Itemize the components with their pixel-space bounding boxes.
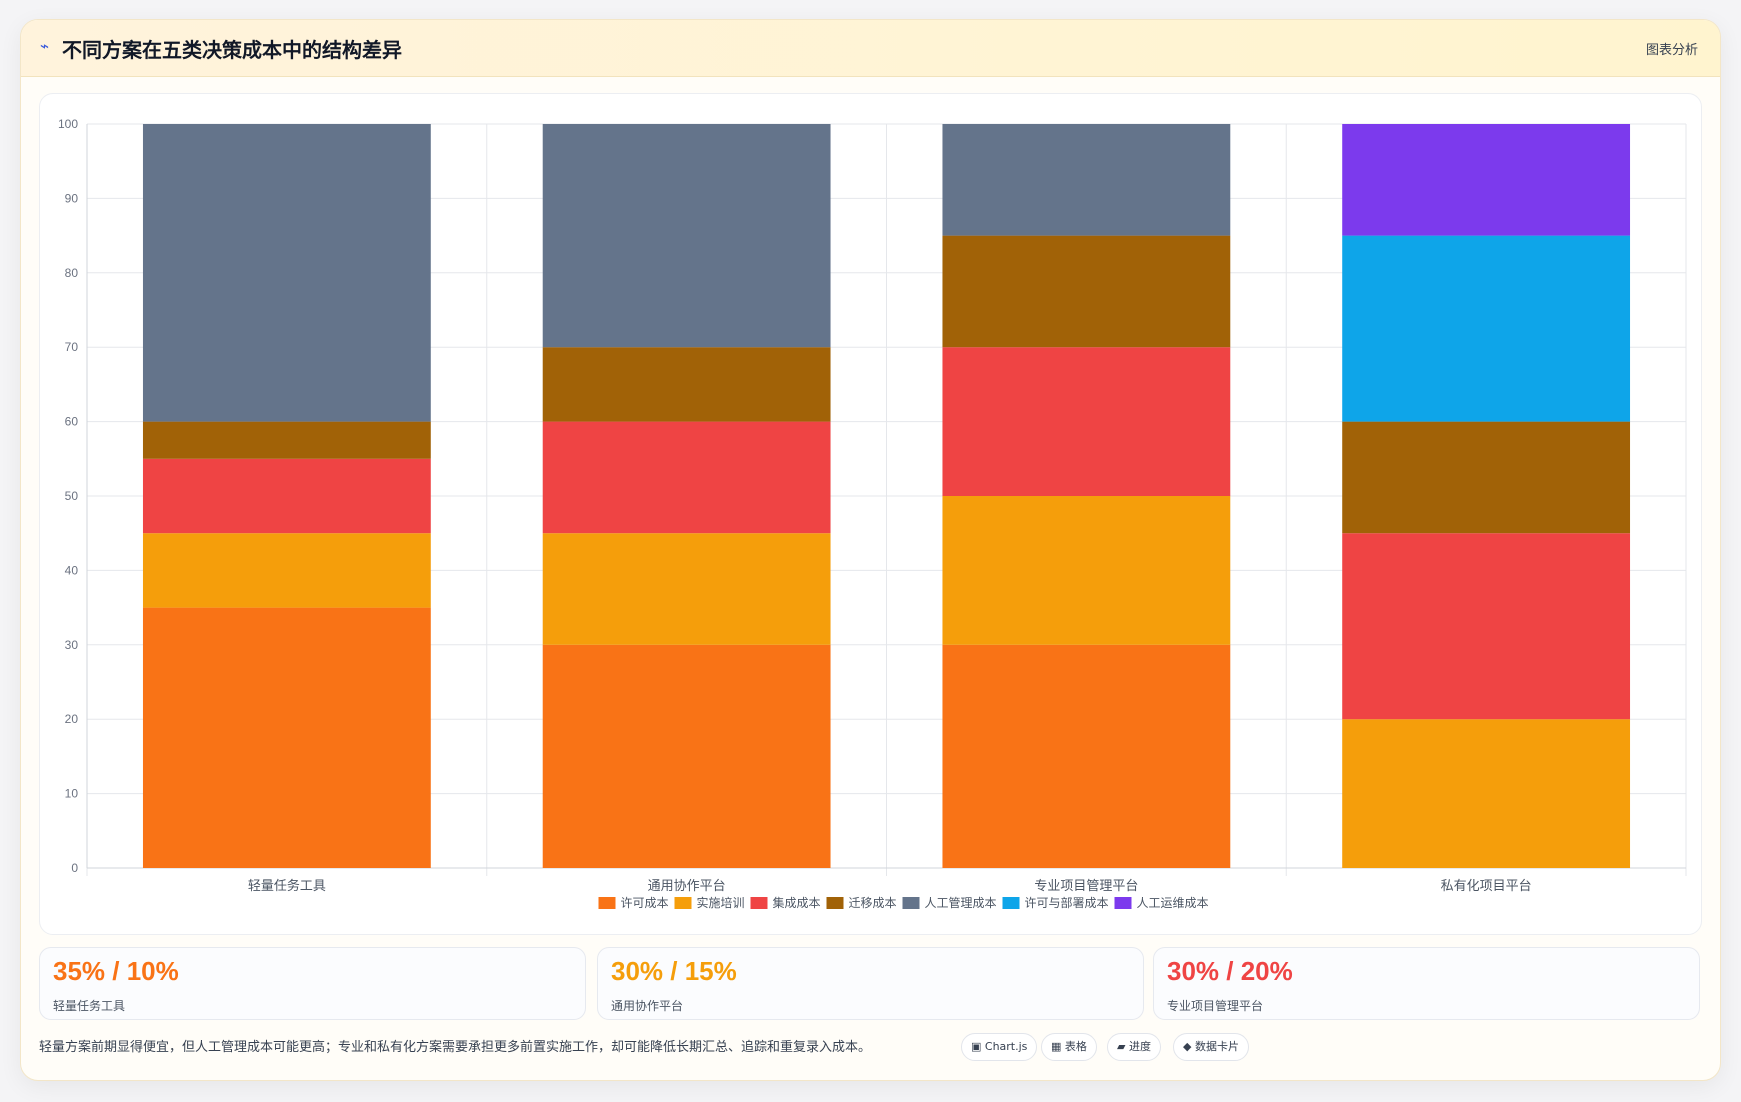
legend-swatch bbox=[750, 897, 768, 909]
bar-segment bbox=[142, 607, 431, 868]
x-tick-label: 通用协作平台 bbox=[648, 879, 726, 894]
x-tick-label: 专业项目管理平台 bbox=[1034, 879, 1138, 894]
bar-segment bbox=[142, 458, 431, 534]
bar-segment bbox=[542, 124, 831, 348]
chart-analysis-button[interactable]: 图表分析 bbox=[1645, 43, 1698, 58]
y-tick-label: 0 bbox=[71, 861, 78, 875]
stat-cards: 35% / 10% 轻量任务工具 30% / 15% 通用协作平台 30% / … bbox=[39, 947, 1700, 1020]
legend-label: 实施培训 bbox=[697, 895, 745, 910]
chip-progress[interactable]: ▰ 进度 bbox=[1107, 1033, 1161, 1061]
stat-label: 通用协作平台 bbox=[611, 999, 684, 1013]
y-tick-label: 100 bbox=[58, 117, 78, 131]
bar-segment bbox=[142, 124, 431, 422]
legend-label: 许可成本 bbox=[621, 896, 669, 910]
bar-segment bbox=[942, 124, 1231, 236]
chart-title: 不同方案在五类决策成本中的结构差异 bbox=[62, 38, 402, 62]
bar-segment bbox=[1342, 421, 1631, 534]
legend-label: 集成成本 bbox=[773, 895, 821, 910]
stat-value: 30% / 15% bbox=[611, 956, 737, 986]
y-tick-label: 30 bbox=[65, 638, 79, 652]
legend-swatch bbox=[902, 897, 920, 909]
bar-segment bbox=[542, 347, 831, 422]
bar-segment bbox=[542, 533, 831, 645]
y-tick-label: 20 bbox=[65, 712, 79, 726]
bar-segment bbox=[542, 644, 831, 868]
chart-area: 0 10 20 30 40 50 60 70 80 90 100 轻量任务工具 通用协作平台 专业项目管理… bbox=[39, 93, 1702, 935]
y-tick-label: 80 bbox=[65, 266, 79, 280]
stat-value: 35% / 10% bbox=[53, 956, 179, 986]
bar-segment bbox=[942, 235, 1231, 348]
legend-label: 人工管理成本 bbox=[925, 895, 997, 910]
stat-label: 专业项目管理平台 bbox=[1167, 999, 1264, 1013]
bar-segment bbox=[142, 421, 431, 459]
chip-table[interactable]: ▦ 表格 bbox=[1041, 1033, 1097, 1061]
y-tick-label: 90 bbox=[65, 191, 79, 205]
stat-card: 35% / 10% 轻量任务工具 bbox=[39, 947, 586, 1020]
y-tick-label: 70 bbox=[65, 340, 79, 354]
bar-segment bbox=[942, 347, 1231, 496]
chip-data-card[interactable]: ◆ 数据卡片 bbox=[1173, 1033, 1249, 1061]
y-tick-label: 40 bbox=[65, 563, 79, 577]
legend-label: 迁移成本 bbox=[849, 896, 897, 910]
bar-segment bbox=[542, 421, 831, 534]
bar-segment bbox=[1342, 719, 1631, 868]
legend-swatch bbox=[1114, 897, 1132, 909]
bar-segment bbox=[942, 644, 1231, 868]
chip-chartjs[interactable]: ▣ Chart.js bbox=[961, 1033, 1038, 1061]
y-tick-label: 10 bbox=[65, 787, 79, 801]
legend-label: 许可与部署成本 bbox=[1025, 895, 1109, 910]
stat-card: 30% / 20% 专业项目管理平台 bbox=[1153, 947, 1700, 1020]
stat-label: 轻量任务工具 bbox=[53, 999, 126, 1013]
stat-value: 30% / 20% bbox=[1167, 956, 1293, 986]
legend-label: 人工运维成本 bbox=[1137, 896, 1209, 910]
x-tick-label: 私有化项目平台 bbox=[1441, 879, 1532, 894]
legend-swatch bbox=[598, 897, 616, 909]
bar-segment bbox=[142, 533, 431, 608]
bar-segment bbox=[1342, 124, 1631, 236]
card-header: ⌁ 不同方案在五类决策成本中的结构差异 图表分析 bbox=[21, 20, 1720, 77]
stat-card: 30% / 15% 通用协作平台 bbox=[597, 947, 1144, 1020]
bar-segment bbox=[1342, 235, 1631, 422]
bar-segment bbox=[1342, 533, 1631, 720]
y-tick-label: 60 bbox=[65, 415, 79, 429]
x-tick-label: 轻量任务工具 bbox=[248, 878, 326, 894]
chart-card: ⌁ 不同方案在五类决策成本中的结构差异 图表分析 0 10 20 30 40 50 60 70… bbox=[20, 19, 1721, 1081]
legend-swatch bbox=[674, 897, 692, 909]
legend-swatch bbox=[826, 897, 844, 909]
bar-segment bbox=[942, 496, 1231, 645]
summary-note: 轻量方案前期显得便宜，但人工管理成本可能更高；专业和私有化方案需要承担更多前置实… bbox=[39, 1040, 872, 1055]
stacked-bar-chart: 0 10 20 30 40 50 60 70 80 90 100 轻量任务工具 通用协作平台 专业项目管理… bbox=[58, 117, 1687, 910]
bolt-icon: ⌁ bbox=[40, 37, 50, 55]
y-tick-label: 50 bbox=[65, 489, 79, 503]
legend-swatch bbox=[1002, 897, 1020, 909]
